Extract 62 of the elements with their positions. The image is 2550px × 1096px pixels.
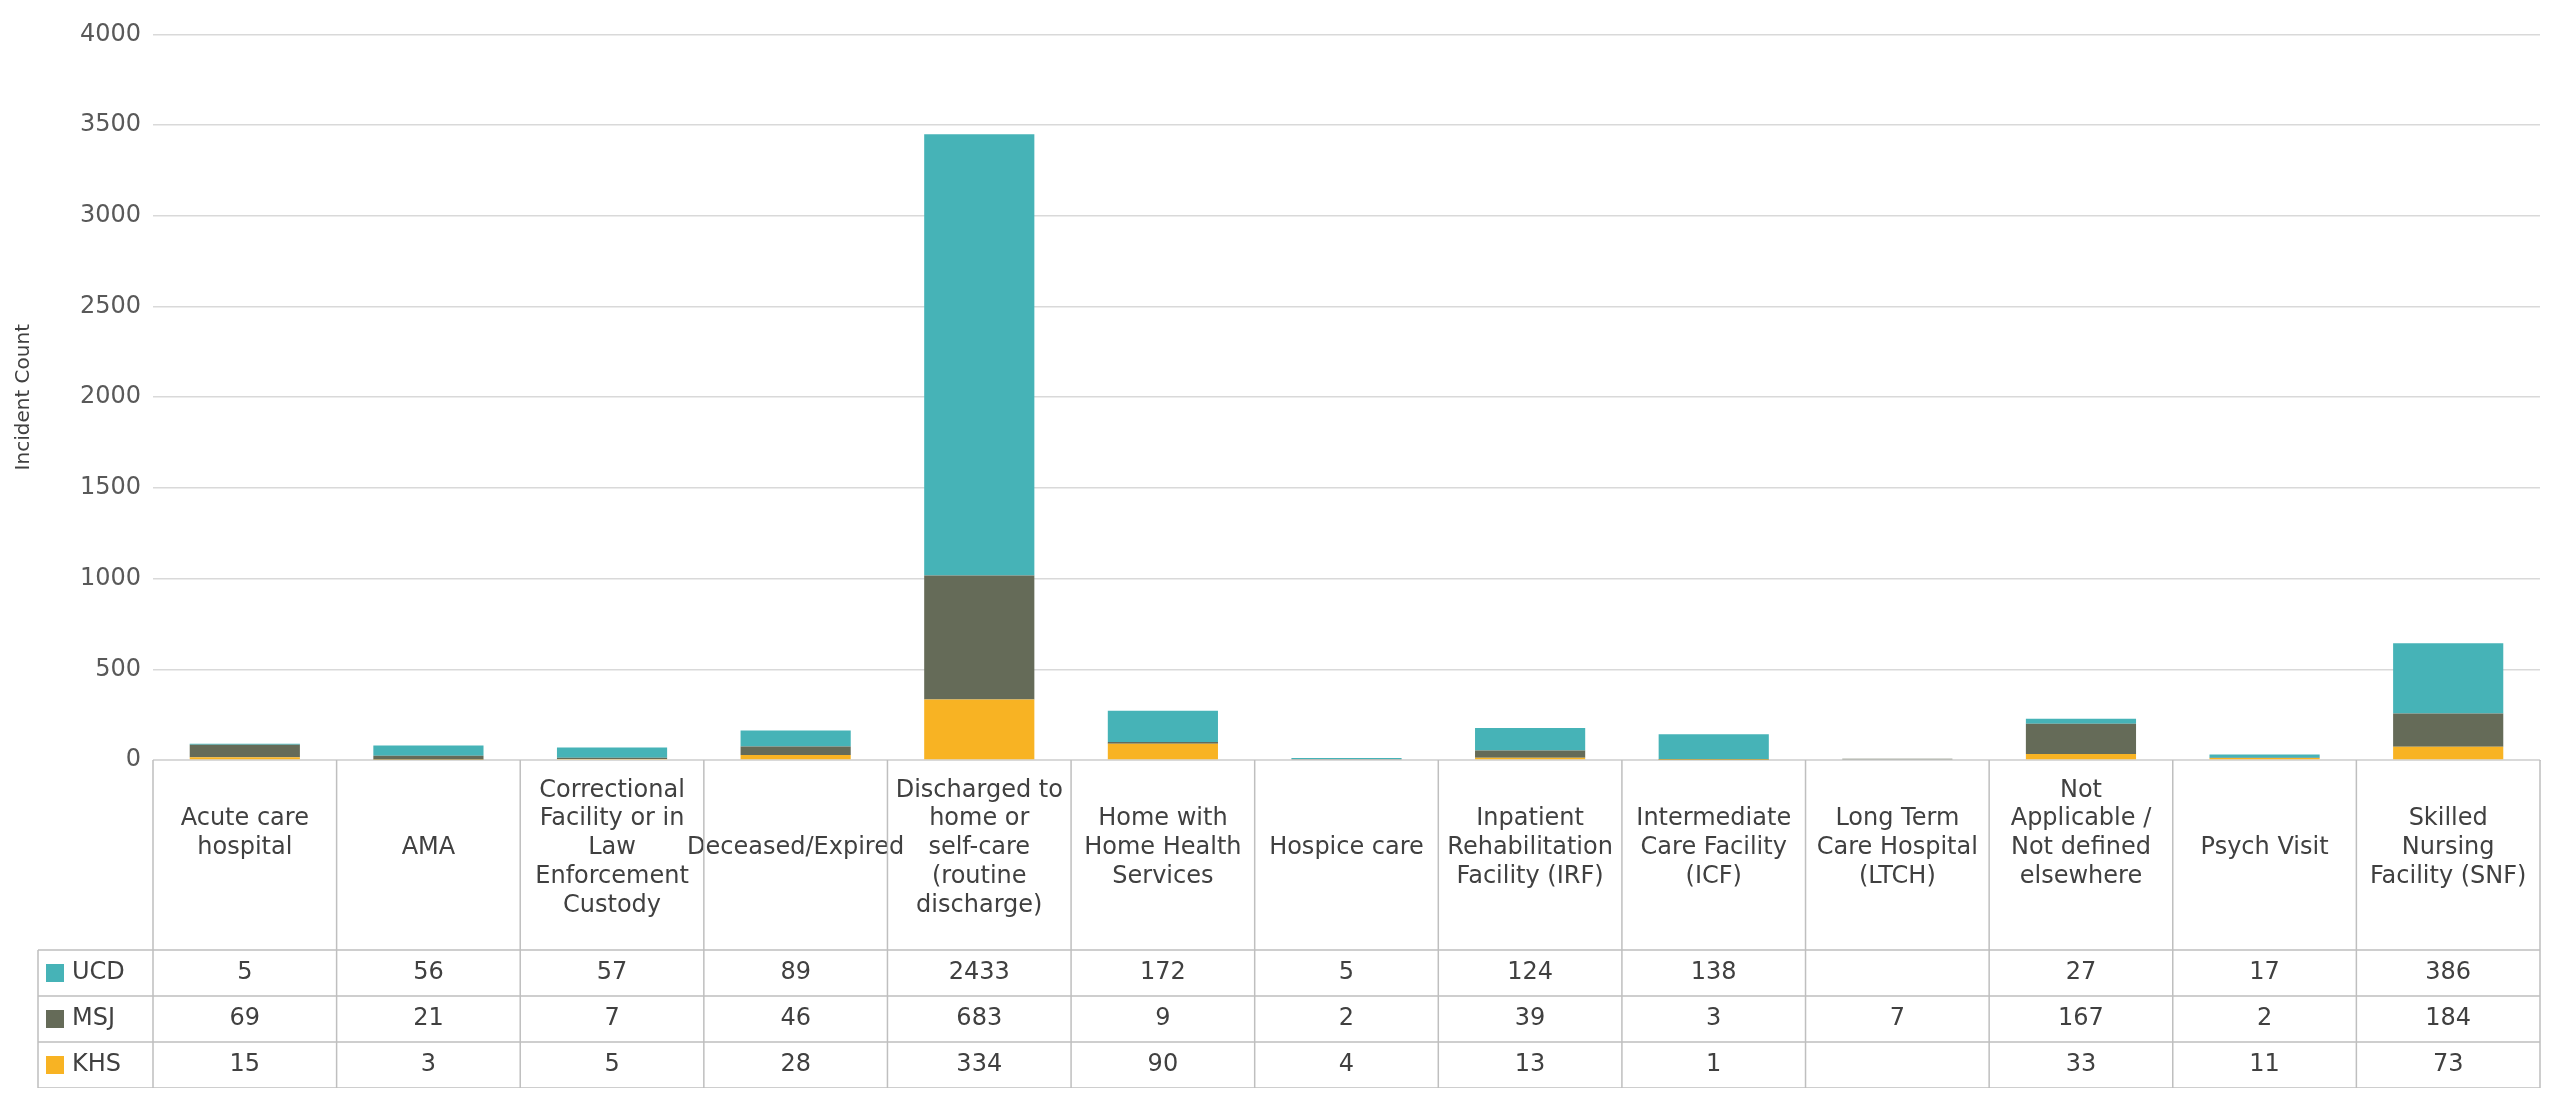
data-label: 5	[1338, 957, 1355, 986]
data-label: 1	[1706, 1049, 1722, 1078]
data-label: 167	[2058, 1003, 2104, 1032]
data-label: 27	[2065, 957, 2097, 986]
data-label: 124	[1507, 957, 1554, 986]
y-tick-label: 2000	[79, 381, 141, 410]
data-label: 15	[229, 1049, 261, 1078]
legend-label: KHS	[72, 1049, 122, 1078]
data-label: 33	[2065, 1049, 2097, 1078]
y-tick-label: 500	[95, 653, 141, 682]
data-label: 5	[604, 1049, 620, 1078]
data-label: 13	[1514, 1049, 1546, 1078]
y-tick-label: 4000	[79, 18, 141, 47]
y-tick-label: 2500	[79, 290, 141, 319]
data-label: 386	[2425, 957, 2472, 986]
x-tick-label: Psych Visit	[2200, 832, 2329, 861]
data-label: 89	[780, 957, 811, 986]
data-label: 334	[956, 1049, 1003, 1078]
x-tick-label: AMA	[401, 832, 456, 861]
x-tick-label: Not Applicable / Not defined elsewhere	[2010, 774, 2153, 890]
x-tick-label: Acute care hospital	[180, 803, 309, 861]
data-label: 17	[2249, 957, 2280, 986]
data-label: 138	[1690, 957, 1737, 986]
data-label: 4	[1338, 1049, 1355, 1078]
x-tick-label: Home with Home Health Services	[1084, 803, 1242, 890]
data-label: 7	[1889, 1003, 1905, 1032]
data-label: 69	[229, 1003, 261, 1032]
x-tick-label: Correctional Facility or in Law Enforcement Custody	[535, 774, 689, 918]
data-label: 39	[1514, 1003, 1546, 1032]
data-label: 90	[1147, 1049, 1179, 1078]
data-label: 2	[2256, 1003, 2273, 1032]
data-label: 56	[413, 957, 444, 986]
legend-label: MSJ	[72, 1003, 116, 1032]
data-label: 28	[780, 1049, 811, 1078]
data-label: 5	[237, 957, 253, 986]
data-label: 172	[1139, 957, 1186, 986]
x-tick-label: Intermediate Care Facility (ICF)	[1636, 803, 1792, 890]
x-tick-label: Skilled Nursing Facility (SNF)	[2369, 803, 2527, 890]
x-tick-label: Inpatient Rehabilitation Facility (IRF)	[1447, 803, 1613, 890]
data-label: 11	[2249, 1049, 2280, 1078]
data-label: 73	[2432, 1049, 2464, 1078]
data-label: 21	[413, 1003, 444, 1032]
x-tick-label: Long Term Care Hospital (LTCH)	[1816, 803, 1978, 890]
data-label: 184	[2425, 1003, 2472, 1032]
y-axis-title: Incident Count	[10, 323, 35, 471]
data-label: 3	[420, 1049, 437, 1078]
data-label: 2433	[948, 957, 1010, 986]
y-tick-label: 3000	[79, 200, 141, 229]
data-label: 57	[596, 957, 628, 986]
data-label: 7	[604, 1003, 620, 1032]
x-tick-label: Hospice care	[1269, 832, 1424, 861]
y-tick-label: 1500	[79, 472, 141, 501]
x-tick-label: Deceased/Expired	[687, 832, 905, 861]
data-label: 9	[1155, 1003, 1171, 1032]
data-label: 3	[1706, 1003, 1722, 1032]
data-label: 46	[780, 1003, 811, 1032]
y-tick-label: 0	[125, 744, 141, 773]
data-label: 2	[1338, 1003, 1355, 1032]
y-tick-label: 1000	[79, 562, 141, 591]
legend-label: UCD	[72, 957, 125, 986]
data-label: 683	[956, 1003, 1003, 1032]
y-tick-label: 3500	[79, 109, 141, 138]
